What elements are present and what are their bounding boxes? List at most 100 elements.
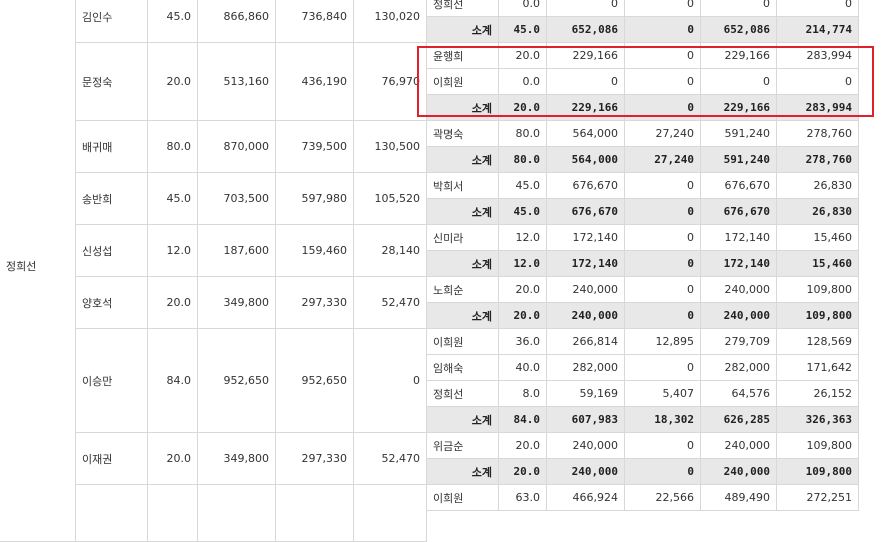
detail-name-cell: 이희원 (427, 329, 499, 355)
value-cell: 130,500 (354, 121, 427, 173)
detail-name-cell: 신미라 (427, 225, 499, 251)
subtotal-value-cell: 20.0 (499, 459, 547, 485)
person-name-cell (76, 485, 148, 542)
value-cell: 436,190 (276, 43, 354, 121)
value-cell: 952,650 (276, 329, 354, 433)
detail-value-cell: 20.0 (499, 277, 547, 303)
subtotal-value-cell: 240,000 (701, 303, 777, 329)
detail-value-cell: 489,490 (701, 485, 777, 511)
subtotal-value-cell: 172,140 (547, 251, 625, 277)
detail-name-cell: 위금순 (427, 433, 499, 459)
detail-value-cell: 20.0 (499, 433, 547, 459)
value-cell: 12.0 (148, 225, 198, 277)
detail-value-cell: 45.0 (499, 173, 547, 199)
detail-value-cell: 26,830 (777, 173, 859, 199)
value-cell: 870,000 (198, 121, 276, 173)
detail-value-cell: 0 (701, 69, 777, 95)
value-cell: 84.0 (148, 329, 198, 433)
detail-value-cell: 27,240 (625, 121, 701, 147)
value-cell: 20.0 (148, 433, 198, 485)
subtotal-value-cell: 240,000 (547, 303, 625, 329)
subtotal-label-cell: 소계 (427, 459, 499, 485)
detail-value-cell: 564,000 (547, 121, 625, 147)
subtotal-value-cell: 27,240 (625, 147, 701, 173)
detail-value-cell: 59,169 (547, 381, 625, 407)
subtotal-value-cell: 0 (625, 251, 701, 277)
detail-value-cell: 0 (625, 0, 701, 17)
detail-value-cell: 12,895 (625, 329, 701, 355)
subtotal-value-cell: 676,670 (547, 199, 625, 225)
value-cell: 349,800 (198, 433, 276, 485)
subtotal-value-cell: 26,830 (777, 199, 859, 225)
value-cell: 736,840 (276, 0, 354, 43)
subtotal-label-cell: 소계 (427, 199, 499, 225)
detail-value-cell: 0 (625, 433, 701, 459)
person-name-cell: 이재권 (76, 433, 148, 485)
detail-name-cell: 이희원 (427, 485, 499, 511)
person-name-cell: 김인수 (76, 0, 148, 43)
value-cell: 45.0 (148, 0, 198, 43)
subtotal-value-cell: 109,800 (777, 303, 859, 329)
value-cell: 105,520 (354, 173, 427, 225)
subtotal-value-cell: 652,086 (547, 17, 625, 43)
detail-value-cell: 0.0 (499, 69, 547, 95)
detail-value-cell: 0 (701, 0, 777, 17)
detail-value-cell: 12.0 (499, 225, 547, 251)
detail-value-cell: 0 (547, 0, 625, 17)
detail-value-cell: 0 (625, 69, 701, 95)
value-cell: 597,980 (276, 173, 354, 225)
subtotal-value-cell: 45.0 (499, 17, 547, 43)
detail-value-cell: 109,800 (777, 433, 859, 459)
subtotal-value-cell: 326,363 (777, 407, 859, 433)
detail-value-cell: 278,760 (777, 121, 859, 147)
detail-value-cell: 0 (625, 173, 701, 199)
detail-name-cell: 정희선 (427, 0, 499, 17)
subtotal-value-cell: 20.0 (499, 303, 547, 329)
detail-value-cell: 466,924 (547, 485, 625, 511)
subtotal-value-cell: 109,800 (777, 459, 859, 485)
detail-value-cell: 5,407 (625, 381, 701, 407)
detail-value-cell: 676,670 (701, 173, 777, 199)
subtotal-label-cell: 소계 (427, 147, 499, 173)
subtotal-value-cell: 652,086 (701, 17, 777, 43)
detail-value-cell: 240,000 (701, 277, 777, 303)
detail-value-cell: 282,000 (547, 355, 625, 381)
subtotal-value-cell: 240,000 (547, 459, 625, 485)
detail-value-cell: 172,140 (547, 225, 625, 251)
detail-value-cell: 229,166 (701, 43, 777, 69)
detail-value-cell: 0 (625, 355, 701, 381)
detail-value-cell: 0.0 (499, 0, 547, 17)
detail-value-cell: 272,251 (777, 485, 859, 511)
subtotal-label-cell: 소계 (427, 303, 499, 329)
detail-value-cell: 240,000 (547, 277, 625, 303)
detail-name-cell: 이희원 (427, 69, 499, 95)
value-cell: 80.0 (148, 121, 198, 173)
detail-name-cell: 노희순 (427, 277, 499, 303)
subtotal-label-cell: 소계 (427, 17, 499, 43)
value-cell (354, 485, 427, 542)
detail-name-cell: 곽명숙 (427, 121, 499, 147)
detail-value-cell: 22,566 (625, 485, 701, 511)
subtotal-label-cell: 소계 (427, 407, 499, 433)
value-cell: 76,970 (354, 43, 427, 121)
subtotal-value-cell: 214,774 (777, 17, 859, 43)
subtotal-value-cell: 240,000 (701, 459, 777, 485)
detail-value-cell: 240,000 (547, 433, 625, 459)
detail-value-cell: 676,670 (547, 173, 625, 199)
subtotal-value-cell: 12.0 (499, 251, 547, 277)
person-name-cell: 신성섭 (76, 225, 148, 277)
detail-name-cell: 박희서 (427, 173, 499, 199)
value-cell: 20.0 (148, 277, 198, 329)
value-cell: 297,330 (276, 277, 354, 329)
value-cell: 513,160 (198, 43, 276, 121)
detail-value-cell: 8.0 (499, 381, 547, 407)
value-cell: 52,470 (354, 277, 427, 329)
subtotal-value-cell: 229,166 (547, 95, 625, 121)
detail-value-cell: 63.0 (499, 485, 547, 511)
subtotal-value-cell: 84.0 (499, 407, 547, 433)
subtotal-value-cell: 0 (625, 17, 701, 43)
detail-value-cell: 80.0 (499, 121, 547, 147)
subtotal-value-cell: 564,000 (547, 147, 625, 173)
detail-value-cell: 171,642 (777, 355, 859, 381)
